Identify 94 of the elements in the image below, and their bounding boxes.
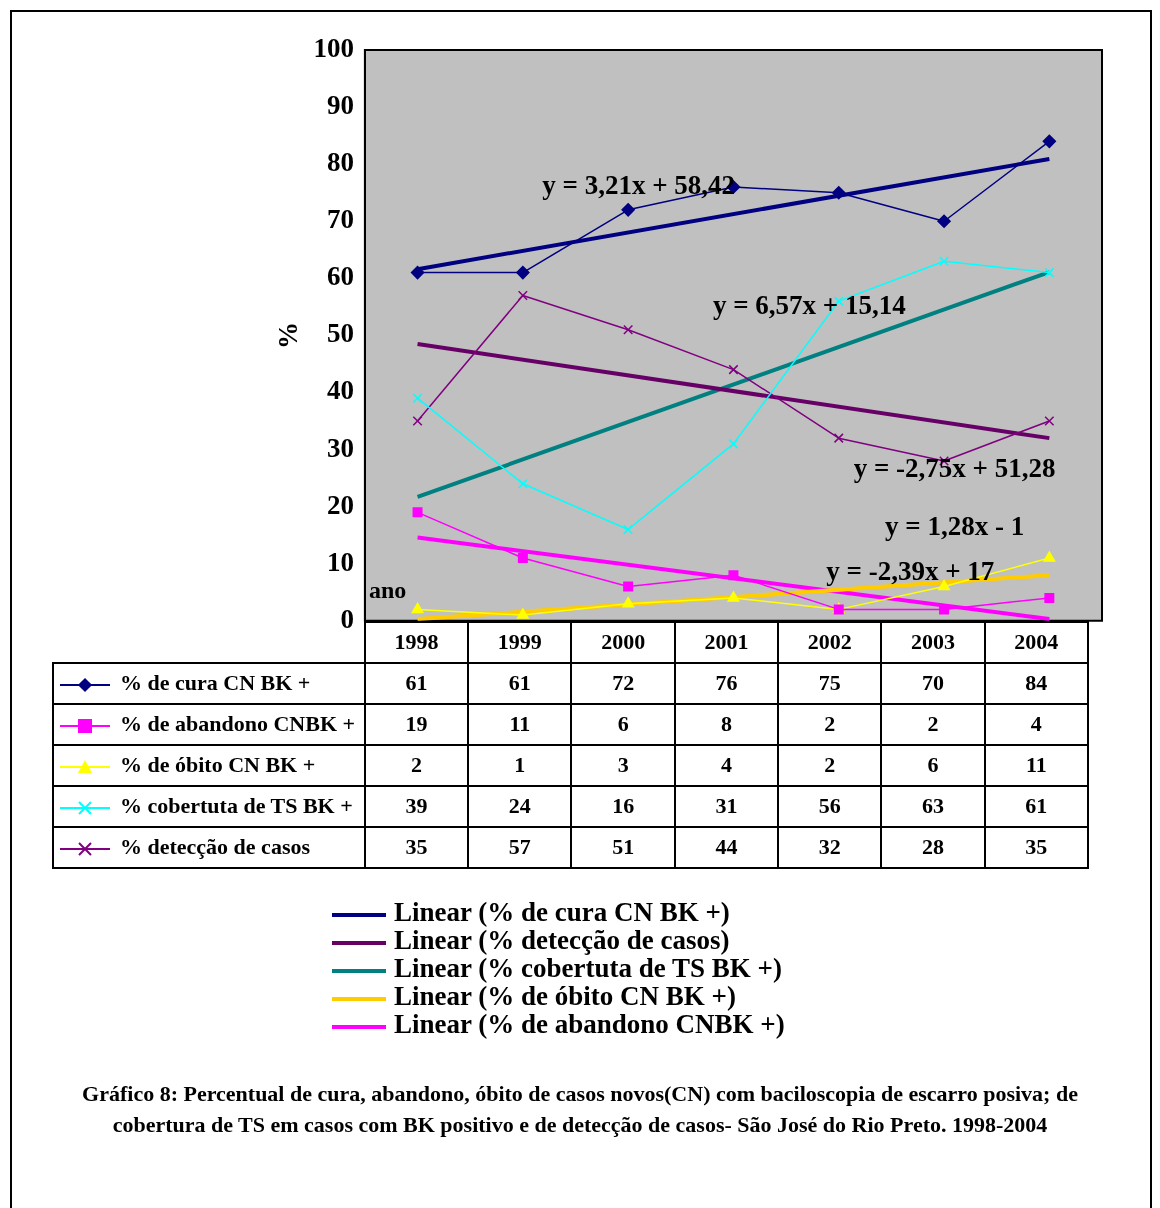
point bbox=[1043, 551, 1056, 562]
point bbox=[623, 581, 634, 592]
data-label: 3 bbox=[571, 744, 675, 786]
y-tick-label: 10 bbox=[326, 546, 354, 577]
x-tick-label: 1998 bbox=[364, 621, 469, 663]
data-label: 24 bbox=[468, 785, 572, 827]
annotation: y = 1,28x - 1 bbox=[885, 510, 1025, 541]
y-tick-label: 60 bbox=[326, 261, 354, 292]
point bbox=[412, 416, 423, 427]
x-tick-label: 2004 bbox=[984, 621, 1088, 663]
text: Gráfico 8: Percentual de cura, abandono, óbito de casos novos(CN) com baciloscopia de escarro posiva; de cobertura de TS em casos com BK positivo e de detecção de casos- São José do Rio Preto. 1998-2004 bbox=[81, 1080, 1079, 1139]
point bbox=[516, 265, 530, 280]
point bbox=[1044, 592, 1055, 603]
data-label: 6 bbox=[571, 703, 675, 745]
point bbox=[411, 602, 424, 614]
point bbox=[412, 507, 423, 518]
data-label: 8 bbox=[674, 703, 779, 745]
annotation: y = 6,57x + 15,14 bbox=[712, 290, 906, 321]
data-label: 61 bbox=[984, 785, 1088, 827]
data-label: 70 bbox=[881, 662, 985, 704]
point bbox=[623, 524, 634, 535]
point bbox=[728, 364, 739, 375]
y-tick-label: 90 bbox=[326, 90, 354, 121]
data-label: 2 bbox=[881, 703, 985, 745]
point bbox=[832, 185, 846, 200]
y-tick-label: 20 bbox=[326, 489, 354, 520]
data-label: 57 bbox=[468, 826, 572, 868]
data-label: 56 bbox=[778, 785, 882, 827]
point bbox=[516, 608, 529, 619]
y-tick-label: 80 bbox=[326, 147, 354, 178]
data-label: 72 bbox=[571, 662, 675, 704]
y-tick-label: 40 bbox=[326, 375, 354, 406]
legend-label: % de cura CN BK + bbox=[53, 662, 365, 704]
data-label: 44 bbox=[674, 826, 779, 868]
data-label: 19 bbox=[364, 703, 469, 745]
point bbox=[622, 596, 635, 608]
legend-label: % cobertuta de TS BK + bbox=[53, 785, 365, 827]
data-label: 35 bbox=[984, 826, 1088, 868]
data-label: 28 bbox=[881, 826, 985, 868]
point bbox=[517, 290, 528, 301]
data-label: 2 bbox=[778, 703, 882, 745]
point bbox=[623, 324, 634, 335]
legend-label: % de óbito CN BK + bbox=[53, 744, 365, 786]
data-label: 16 bbox=[571, 785, 675, 827]
point bbox=[412, 393, 423, 404]
point bbox=[728, 570, 739, 581]
data-label: 4 bbox=[984, 703, 1088, 745]
data-label: 6 bbox=[881, 744, 985, 786]
point bbox=[939, 256, 950, 267]
point bbox=[1044, 416, 1055, 427]
data-label: 1 bbox=[468, 744, 572, 786]
point bbox=[938, 579, 950, 591]
data-label: 51 bbox=[571, 826, 675, 868]
data-label: 4 bbox=[674, 744, 779, 786]
point bbox=[1044, 267, 1055, 278]
data-label: 32 bbox=[778, 826, 882, 868]
point bbox=[833, 433, 844, 444]
data-label: 63 bbox=[881, 785, 985, 827]
y-axis-title: % bbox=[273, 321, 304, 349]
x-tick-label: 2003 bbox=[881, 621, 985, 663]
point bbox=[727, 591, 740, 602]
point bbox=[728, 438, 739, 449]
y-tick-label: 30 bbox=[326, 432, 354, 463]
x-tick-label: 2000 bbox=[571, 621, 675, 663]
data-label: 84 bbox=[984, 662, 1088, 704]
point bbox=[410, 265, 425, 280]
point bbox=[621, 203, 635, 217]
annotation: y = -2,75x + 51,28 bbox=[853, 452, 1056, 483]
y-tick-label: 50 bbox=[326, 318, 354, 349]
data-label: 2 bbox=[778, 744, 882, 786]
legend-label: % detecção de casos bbox=[53, 826, 365, 868]
data-label: 11 bbox=[468, 703, 572, 745]
x-tick-label: 2002 bbox=[778, 621, 882, 663]
data-label: 35 bbox=[364, 826, 469, 868]
data-label: 39 bbox=[364, 785, 469, 827]
legend-label: % de abandono CNBK + bbox=[53, 703, 365, 745]
data-label: 11 bbox=[984, 744, 1088, 786]
point bbox=[517, 478, 528, 489]
data-label: 2 bbox=[364, 744, 469, 786]
data-label: 61 bbox=[468, 662, 572, 704]
y-tick-label: 100 bbox=[313, 32, 354, 63]
x-tick-label: 2001 bbox=[674, 621, 779, 663]
point bbox=[937, 214, 951, 228]
x-tick-label: 1999 bbox=[468, 621, 572, 663]
data-label: 31 bbox=[674, 785, 779, 827]
y-tick-label: 0 bbox=[340, 603, 354, 634]
point bbox=[1042, 134, 1057, 149]
data-label: 76 bbox=[674, 662, 779, 704]
legend-label: Linear (% de cura CN BK +) bbox=[393, 897, 731, 927]
y-tick-label: 70 bbox=[326, 204, 354, 235]
point bbox=[517, 553, 528, 564]
x-axis-title: ano bbox=[368, 576, 407, 604]
data-label: 75 bbox=[778, 662, 882, 704]
data-label: 61 bbox=[364, 662, 469, 704]
